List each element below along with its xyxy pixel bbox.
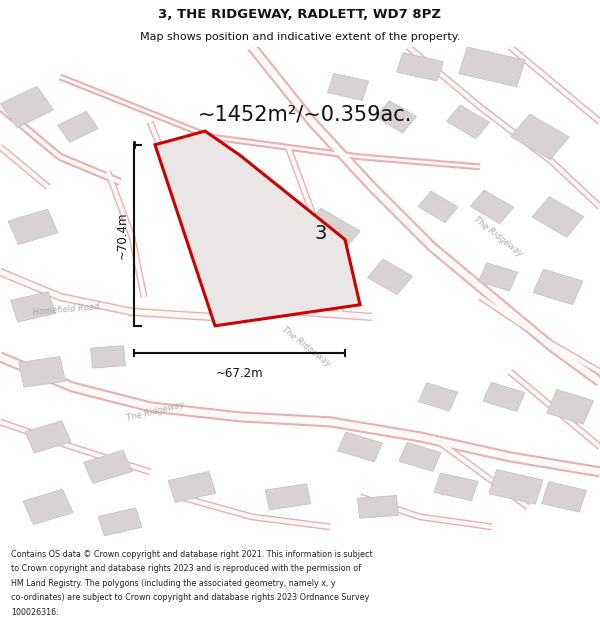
Bar xyxy=(483,382,525,411)
Text: ~1452m²/~0.359ac.: ~1452m²/~0.359ac. xyxy=(198,104,412,124)
Bar xyxy=(397,52,443,81)
Text: Contains OS data © Crown copyright and database right 2021. This information is : Contains OS data © Crown copyright and d… xyxy=(11,550,373,559)
Text: 100026316.: 100026316. xyxy=(11,608,58,617)
Bar xyxy=(19,356,65,388)
Bar xyxy=(25,421,71,453)
Text: 3: 3 xyxy=(315,224,327,243)
Text: The Ridgeway: The Ridgeway xyxy=(472,215,524,259)
Text: The Ridgeway: The Ridgeway xyxy=(126,401,186,423)
Bar xyxy=(98,508,142,536)
Bar xyxy=(328,73,368,101)
Bar xyxy=(1,86,53,128)
Bar xyxy=(58,111,98,142)
Bar xyxy=(399,442,441,471)
Text: co-ordinates) are subject to Crown copyright and database rights 2023 Ordnance S: co-ordinates) are subject to Crown copyr… xyxy=(11,593,369,602)
Bar xyxy=(368,259,412,295)
Bar xyxy=(11,292,55,322)
Text: ~67.2m: ~67.2m xyxy=(215,367,263,380)
Polygon shape xyxy=(155,131,360,326)
Bar xyxy=(168,471,216,502)
Bar xyxy=(478,262,518,291)
Bar xyxy=(489,469,543,504)
Bar xyxy=(547,389,593,424)
Text: ~70.4m: ~70.4m xyxy=(116,211,128,259)
Bar xyxy=(459,47,525,87)
Text: 3, THE RIDGEWAY, RADLETT, WD7 8PZ: 3, THE RIDGEWAY, RADLETT, WD7 8PZ xyxy=(158,8,442,21)
Bar xyxy=(8,209,58,244)
Bar xyxy=(338,432,382,462)
Bar xyxy=(470,190,514,224)
Bar xyxy=(23,489,73,524)
Bar xyxy=(358,496,398,518)
Bar xyxy=(533,269,583,304)
Text: Map shows position and indicative extent of the property.: Map shows position and indicative extent… xyxy=(140,31,460,41)
Bar xyxy=(446,105,490,139)
Bar xyxy=(511,114,569,159)
Bar xyxy=(376,101,416,133)
Text: The Ridgeway: The Ridgeway xyxy=(280,325,332,369)
Bar xyxy=(91,346,125,368)
Bar xyxy=(434,473,478,501)
Bar xyxy=(418,191,458,222)
Bar xyxy=(532,197,584,237)
Text: Homefield Road: Homefield Road xyxy=(32,302,100,317)
Text: to Crown copyright and database rights 2023 and is reproduced with the permissio: to Crown copyright and database rights 2… xyxy=(11,564,361,574)
Bar xyxy=(83,451,133,483)
Bar xyxy=(265,484,311,510)
Text: HM Land Registry. The polygons (including the associated geometry, namely x, y: HM Land Registry. The polygons (includin… xyxy=(11,579,335,588)
Bar xyxy=(300,208,360,256)
Bar xyxy=(418,382,458,411)
Bar xyxy=(542,482,586,512)
